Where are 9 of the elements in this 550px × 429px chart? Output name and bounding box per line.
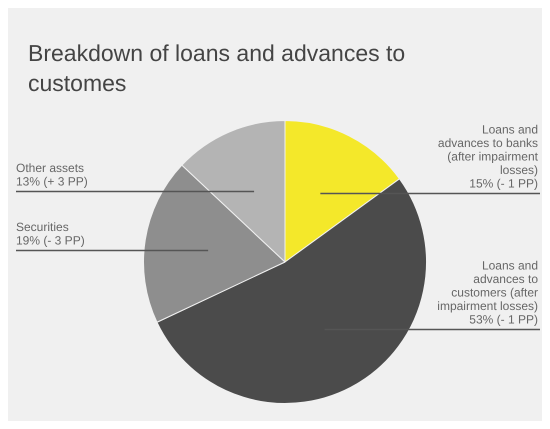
chart-title: Breakdown of loans and advances to customes	[28, 39, 406, 98]
data-label: 15% (- 1 PP)	[469, 176, 538, 190]
slice-label: Loans and advances to customers (after impairment losses)	[437, 258, 538, 313]
slice-label: Other assets	[16, 161, 84, 175]
slice-label: Securities	[16, 220, 69, 234]
slice-label: Loans and advances to banks (after impairment losses)	[438, 122, 539, 177]
data-label: 13% (+ 3 PP)	[16, 174, 88, 188]
data-label: 19% (- 3 PP)	[16, 234, 85, 248]
data-label: 53% (- 1 PP)	[469, 312, 538, 326]
